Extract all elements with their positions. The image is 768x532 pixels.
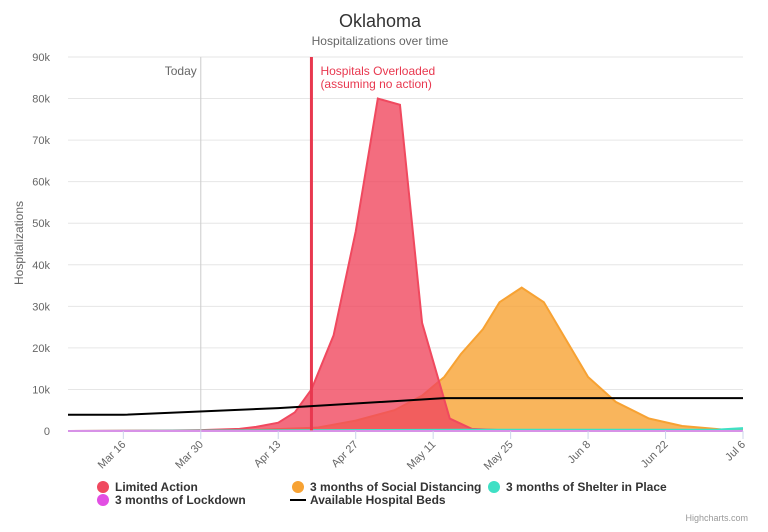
legend: Limited Action 3 months of Social Distanc… — [97, 480, 667, 507]
chart-title: Oklahoma — [339, 11, 422, 31]
legend-label-limited-action: Limited Action — [115, 480, 198, 494]
plot-lines: Today Hospitals Overloaded(assuming no ac… — [165, 57, 435, 431]
y-tick-label-90k: 90k — [32, 52, 50, 64]
y-axis-ticks: 0 10k 20k 30k 40k 50k 60k 70k 80k 90k — [32, 52, 50, 438]
y-axis-label: Hospitalizations — [12, 201, 26, 285]
y-tick-label-30k: 30k — [32, 301, 50, 313]
credits-link[interactable]: Highcharts.com — [685, 513, 748, 523]
legend-symbol-3-months-of-shelter-in-place — [488, 481, 500, 493]
y-tick-label-0: 0 — [44, 426, 50, 438]
legend-label-3-months-of-shelter-in-place: 3 months of Shelter in Place — [506, 480, 667, 494]
legend-item-3-months-of-social-distancing[interactable]: 3 months of Social Distancing — [292, 480, 481, 494]
legend-item-available-hospital-beds[interactable]: Available Hospital Beds — [290, 493, 446, 507]
y-tick-label-80k: 80k — [32, 94, 50, 106]
legend-label-3-months-of-lockdown: 3 months of Lockdown — [115, 493, 246, 507]
y-tick-label-60k: 60k — [32, 177, 50, 189]
plot-line-label-line-1: Hospitals Overloaded — [320, 64, 435, 78]
legend-symbol-3-months-of-lockdown — [97, 494, 109, 506]
y-tick-label-50k: 50k — [32, 218, 50, 230]
legend-label-3-months-of-social-distancing: 3 months of Social Distancing — [310, 480, 481, 494]
y-tick-label-20k: 20k — [32, 343, 50, 355]
legend-symbol-3-months-of-social-distancing — [292, 481, 304, 493]
series-lines — [68, 397, 743, 416]
area-limited-action — [68, 98, 743, 432]
legend-item-limited-action[interactable]: Limited Action — [97, 480, 198, 494]
line-available-hospital-beds — [68, 397, 743, 416]
plot-line-label-today: Today — [165, 64, 197, 78]
y-tick-label-40k: 40k — [32, 260, 50, 272]
chart-subtitle: Hospitalizations over time — [312, 34, 449, 48]
legend-symbol-limited-action — [97, 481, 109, 493]
y-tick-label-70k: 70k — [32, 135, 50, 147]
legend-item-3-months-of-lockdown[interactable]: 3 months of Lockdown — [97, 493, 246, 507]
plot-line-label-line-2: (assuming no action) — [320, 77, 431, 91]
legend-item-3-months-of-shelter-in-place[interactable]: 3 months of Shelter in Place — [488, 480, 667, 494]
legend-label-available-hospital-beds: Available Hospital Beds — [310, 493, 446, 507]
y-tick-label-10k: 10k — [32, 384, 50, 396]
area-3-months-of-social-distancing — [68, 287, 743, 431]
